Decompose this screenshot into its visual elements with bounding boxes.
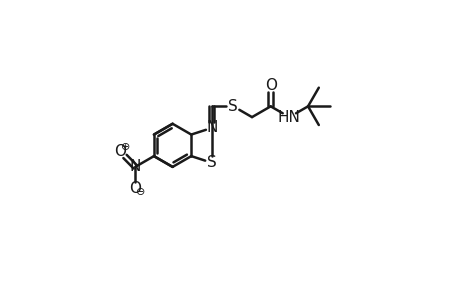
Text: ⊖: ⊖	[136, 187, 145, 197]
Text: O: O	[129, 181, 141, 196]
Text: N: N	[206, 120, 217, 135]
Text: S: S	[207, 155, 216, 170]
Text: O: O	[114, 144, 126, 159]
Text: ⊕: ⊕	[121, 142, 130, 152]
Text: HN: HN	[277, 110, 300, 124]
Text: O: O	[264, 78, 276, 93]
Text: N: N	[129, 159, 140, 174]
Text: S: S	[228, 99, 238, 114]
